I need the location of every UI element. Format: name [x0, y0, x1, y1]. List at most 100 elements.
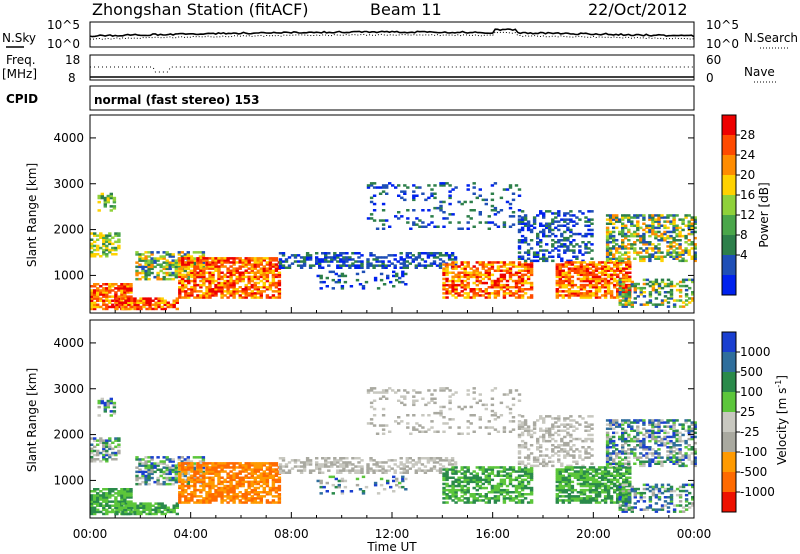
echo-cell: [597, 286, 602, 289]
echo-cell: [442, 281, 446, 285]
echo-cell: [529, 263, 534, 266]
echo-cell: [542, 429, 546, 432]
echo-cell: [508, 430, 513, 433]
echo-cell: [331, 492, 335, 495]
echo-cell: [211, 499, 215, 502]
echo-cell: [129, 508, 133, 512]
echo-cell: [232, 468, 236, 471]
echo-cell: [250, 488, 254, 492]
echo-cell: [111, 488, 115, 491]
echo-cell: [366, 266, 370, 269]
echo-cell: [315, 258, 319, 261]
echo-cell: [633, 284, 637, 288]
echo-cell: [394, 186, 398, 189]
echo-cell: [178, 286, 182, 289]
echo-cell: [208, 257, 212, 260]
echo-cell: [436, 206, 440, 210]
echo-cell: [576, 290, 581, 293]
echo-cell: [241, 501, 245, 504]
echo-cell: [381, 389, 386, 392]
echo-cell: [490, 281, 495, 285]
echo-cell: [645, 251, 649, 254]
echo-cell: [551, 423, 555, 426]
echo-cell: [605, 255, 610, 258]
echo-cell: [566, 452, 570, 455]
echo-cell: [579, 283, 584, 287]
echo-cell: [277, 501, 282, 504]
echo-cell: [115, 506, 119, 509]
echo-cell: [171, 468, 175, 471]
echo-cell: [141, 265, 145, 269]
echo-cell: [460, 484, 464, 488]
echo-cell: [205, 464, 209, 467]
echo-cell: [612, 226, 616, 230]
echo-cell: [548, 435, 552, 439]
echo-cell: [284, 463, 289, 466]
echo-cell: [186, 265, 190, 269]
echo-cell: [688, 286, 692, 290]
echo-cell: [226, 484, 230, 488]
echo-cell: [381, 256, 385, 259]
echo-cell: [108, 289, 112, 292]
echo-cell: [567, 296, 572, 299]
echo-cell: [205, 491, 209, 494]
echo-cell: [327, 256, 331, 259]
echo-cell: [129, 287, 133, 290]
echo-cell: [96, 305, 100, 309]
echo-cell: [193, 275, 197, 279]
echo-cell: [202, 488, 206, 492]
echo-cell: [478, 426, 482, 429]
echo-cell: [554, 220, 558, 223]
echo-cell: [379, 477, 384, 481]
echo-cell: [186, 460, 190, 463]
echo-cell: [235, 472, 239, 475]
echo-cell: [358, 488, 363, 491]
echo-cell: [499, 484, 504, 488]
echo-cell: [450, 457, 455, 460]
echo-cell: [417, 461, 422, 464]
echo-cell: [235, 267, 239, 270]
echo-cell: [271, 462, 276, 465]
echo-cell: [514, 184, 519, 187]
echo-cell: [220, 261, 224, 264]
echo-cell: [451, 499, 455, 502]
echo-cell: [523, 222, 528, 225]
echo-cell: [654, 255, 658, 258]
echo-cell: [657, 224, 661, 227]
echo-cell: [605, 239, 610, 242]
echo-cell: [591, 273, 596, 277]
echo-cell: [102, 492, 106, 495]
echo-cell: [490, 279, 495, 283]
echo-cell: [672, 249, 676, 252]
echo-cell: [557, 444, 561, 447]
echo-cell: [184, 499, 188, 502]
echo-cell: [96, 234, 100, 237]
echo-cell: [633, 249, 637, 252]
echo-cell: [278, 262, 283, 265]
echo-cell: [130, 506, 134, 509]
echo-cell: [111, 236, 115, 239]
echo-cell: [554, 431, 558, 435]
echo-cell: [688, 301, 692, 304]
echo-cell: [184, 279, 188, 283]
echo-cell: [423, 266, 428, 269]
echo-cell: [447, 459, 452, 462]
echo-cell: [102, 291, 106, 294]
echo-cell: [539, 224, 543, 227]
echo-cell: [520, 444, 525, 447]
echo-cell: [187, 257, 191, 260]
echo-cell: [615, 249, 619, 252]
echo-cell: [487, 269, 491, 272]
echo-cell: [618, 220, 622, 223]
echo-cell: [548, 431, 552, 435]
echo-cell: [496, 290, 501, 293]
echo-cell: [378, 424, 383, 427]
echo-cell: [481, 499, 485, 502]
echo-cell: [108, 445, 112, 449]
echo-cell: [444, 252, 449, 255]
echo-cell: [621, 253, 625, 256]
echo-cell: [153, 265, 157, 269]
echo-cell: [386, 274, 390, 278]
echo-cell: [542, 454, 546, 457]
